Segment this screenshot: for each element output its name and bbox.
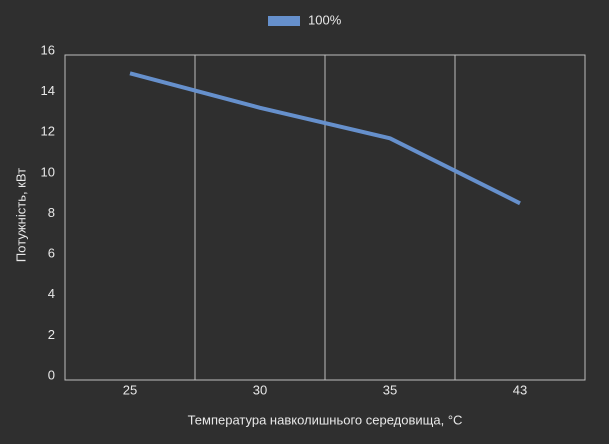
legend-label: 100%: [308, 12, 342, 27]
y-tick-label: 12: [41, 124, 55, 139]
y-tick-label: 8: [48, 205, 55, 220]
y-axis-label: Потужність, кВт: [13, 168, 28, 262]
y-tick-label: 14: [41, 83, 55, 98]
y-tick-label: 2: [48, 327, 55, 342]
x-tick-label: 43: [513, 382, 527, 397]
legend-swatch: [268, 16, 300, 26]
plot-frame: [64, 54, 586, 381]
x-tick-label: 35: [383, 382, 397, 397]
y-tick-label: 6: [48, 246, 55, 261]
y-tick-label: 10: [41, 164, 55, 179]
x-tick-label: 30: [253, 382, 267, 397]
y-tick-label: 16: [41, 42, 55, 57]
x-axis-label: Температура навколишнього середовища, °C: [188, 412, 463, 427]
line: [129, 71, 521, 206]
x-tick-label: 25: [123, 382, 137, 397]
y-tick-label: 0: [48, 367, 55, 382]
y-tick-label: 4: [48, 286, 55, 301]
